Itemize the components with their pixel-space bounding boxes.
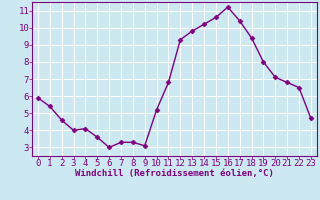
X-axis label: Windchill (Refroidissement éolien,°C): Windchill (Refroidissement éolien,°C) (75, 169, 274, 178)
